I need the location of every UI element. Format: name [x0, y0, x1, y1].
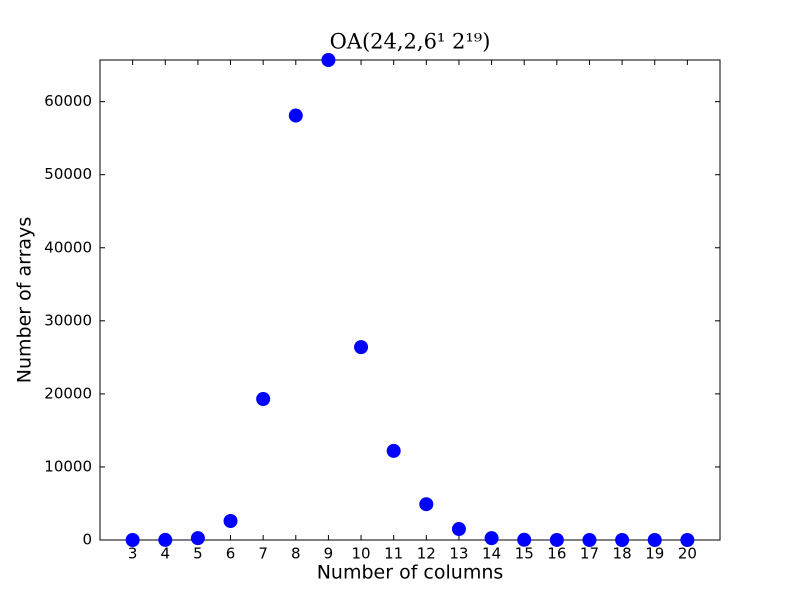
- point: [288, 108, 303, 123]
- point: [190, 531, 205, 546]
- point: [158, 532, 173, 547]
- x-tick-label: 3: [128, 545, 138, 563]
- point: [386, 443, 401, 458]
- y-tick-label: 10000: [44, 457, 92, 475]
- point: [354, 340, 369, 355]
- x-axis-label: Number of columns: [317, 562, 504, 584]
- y-tick-label: 50000: [44, 165, 92, 183]
- y-tick-label: 40000: [44, 238, 92, 256]
- point: [517, 532, 532, 547]
- y-tick-label: 60000: [44, 92, 92, 110]
- y-axis-label: Number of arrays: [14, 217, 36, 383]
- point: [419, 497, 434, 512]
- x-tick-label: 5: [193, 545, 203, 563]
- point: [125, 532, 140, 547]
- x-tick-label: 7: [258, 545, 268, 563]
- x-tick-label: 9: [324, 545, 334, 563]
- point: [647, 533, 662, 547]
- x-tick-label: 14: [482, 545, 501, 563]
- x-tick-label: 12: [417, 545, 436, 563]
- x-tick-label: 10: [352, 545, 371, 563]
- plot-frame: [99, 59, 721, 541]
- x-tick-label: 18: [613, 545, 632, 563]
- y-tick-label: 0: [82, 531, 92, 549]
- point: [615, 533, 630, 547]
- x-tick-label: 6: [226, 545, 236, 563]
- x-tick-label: 19: [645, 545, 664, 563]
- y-tick-label: 30000: [44, 311, 92, 329]
- point: [256, 391, 271, 406]
- x-tick-label: 16: [547, 545, 566, 563]
- x-tick-label: 15: [515, 545, 534, 563]
- point: [484, 531, 499, 546]
- point: [549, 532, 564, 547]
- x-tick-label: 11: [384, 545, 403, 563]
- point: [223, 514, 238, 529]
- x-tick-label: 8: [291, 545, 301, 563]
- chart-title: OA(24,2,6¹ 2¹⁹): [330, 30, 491, 54]
- x-tick-label: 13: [449, 545, 468, 563]
- point: [321, 53, 336, 67]
- x-tick-label: 4: [160, 545, 170, 563]
- point: [582, 532, 597, 547]
- y-tick-label: 20000: [44, 384, 92, 402]
- x-tick-label: 17: [580, 545, 599, 563]
- point: [680, 533, 695, 547]
- x-tick-label: 20: [678, 545, 697, 563]
- point: [451, 522, 466, 537]
